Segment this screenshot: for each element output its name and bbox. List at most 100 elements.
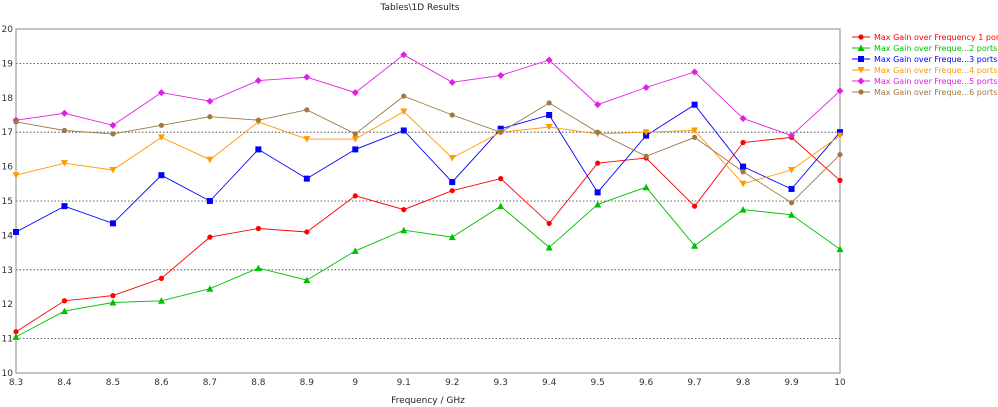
series-4-point-9.1 [400,108,408,116]
series-2-point-10 [836,245,844,253]
legend-item-2: Max Gain over Freque...2 ports [852,44,997,53]
series-6-point-9 [352,131,358,137]
series-6-point-9.1 [401,93,407,99]
series-4 [12,108,844,188]
series-2-point-8.8 [254,264,262,272]
series-1-point-9.2 [449,188,455,194]
series-3 [13,101,843,235]
x-tick-label-10: 10 [834,378,846,388]
series-5-point-9.3 [497,71,505,79]
x-axis-title: Frequency / GHz [391,396,465,406]
legend-label-5: Max Gain over Freque...5 ports [874,77,997,86]
series-5-point-10 [836,87,844,95]
series-4-point-9 [351,136,359,143]
series-5-point-9.6 [642,83,650,91]
series-5-point-8.9 [303,73,311,81]
series-2-point-8.7 [206,285,214,292]
grid-lines [16,63,840,340]
series-4-point-8.5 [109,167,117,174]
legend-item-5: Max Gain over Freque...5 ports [852,77,997,86]
series-2-point-8.4 [60,307,68,315]
legend-item-6: Max Gain over Freque...6 ports [852,88,997,97]
series-2-point-9.8 [739,206,747,213]
series-1-point-8.9 [304,229,310,235]
legend-marker-5 [857,77,865,85]
series-group [12,51,844,340]
series-3-point-8.6 [158,172,165,179]
chart-title: Tables\1D Results [379,3,459,13]
legend-label-6: Max Gain over Freque...6 ports [874,88,997,97]
series-6-point-8.9 [304,107,310,113]
y-tick-label-12: 12 [2,300,13,310]
series-1-point-9.8 [740,139,746,146]
series-5-point-9.4 [545,56,553,64]
series-4-point-8.4 [60,160,68,167]
series-3-point-9.3 [497,125,504,132]
series-6-point-8.3 [13,119,19,125]
series-2-point-8.9 [303,276,311,284]
series-2-point-9.7 [691,242,699,249]
x-tick-label-9.7: 9.7 [687,378,701,388]
series-3-point-8.7 [206,198,213,204]
series-1-point-9.5 [595,160,601,166]
series-1-point-9 [352,193,358,199]
x-tick-label-8.3: 8.3 [9,378,23,388]
legend: Max Gain over Frequency 1 port Max Gain o… [852,33,998,97]
legend-marker-2 [857,44,865,51]
y-tick-label-17: 17 [2,128,13,138]
series-3-point-8.3 [13,228,19,235]
y-axis-ticks: 10 11 12 13 14 15 16 17 18 19 20 [2,25,14,379]
series-4-point-9.6 [642,129,650,136]
series-6-point-9.6 [643,153,649,159]
series-3-point-10 [837,129,843,136]
series-4-point-8.6 [157,134,165,141]
series-4-point-9.9 [788,167,796,174]
y-tick-label-14: 14 [2,231,14,241]
y-tick-label-13: 13 [2,266,13,276]
series-2-point-8.5 [109,298,117,306]
x-tick-label-9.4: 9.4 [542,378,557,388]
x-tick-label-9.2: 9.2 [445,378,459,388]
y-tick-label-19: 19 [2,59,14,69]
series-1-point-8.5 [110,293,116,299]
series-3-point-9.2 [449,179,456,186]
series-1-point-8.6 [158,275,165,281]
series-2-point-8.6 [157,297,165,304]
series-1-point-9.4 [546,220,552,226]
series-5-point-9.1 [400,51,408,59]
x-axis-ticks: 8.3 8.4 8.5 8.6 8.7 8.8 8.9 9 9.1 9.2 9.3 9.4 9.5 9.6… [9,378,846,388]
series-2-point-9.5 [594,200,602,208]
series-1-point-9.3 [498,176,504,182]
series-5-point-8.5 [109,121,117,129]
series-6-point-9.4 [546,100,552,106]
x-tick-label-9.3: 9.3 [494,378,508,388]
legend-marker-1 [858,34,864,40]
x-tick-label-9.1: 9.1 [397,378,411,388]
x-tick-label-8.4: 8.4 [57,378,72,388]
series-5-point-9.2 [448,78,456,86]
series-2-point-9.2 [448,233,456,241]
x-tick-label-9: 9 [352,378,358,388]
x-tick-label-8.7: 8.7 [203,378,217,388]
series-4-point-10 [836,132,844,140]
series-6-point-9.2 [449,112,455,118]
series-3-point-9.8 [740,163,747,170]
series-5-point-8.6 [157,89,165,97]
series-3-point-9.7 [691,101,698,108]
legend-label-2: Max Gain over Freque...2 ports [874,44,997,53]
series-2-point-9.4 [545,243,553,251]
plot-area-frame [15,28,841,374]
series-4-point-9.2 [448,155,456,162]
series-3-point-9 [352,146,359,153]
y-tick-label-20: 20 [2,25,14,35]
series-4-point-9.7 [691,127,699,134]
series-3-point-9.9 [788,185,795,192]
series-2-line [15,186,841,338]
series-6-point-8.8 [255,117,261,123]
series-3-point-9.5 [594,189,601,196]
series-1-point-9.7 [691,203,698,209]
series-3-point-8.5 [109,220,116,227]
series-1-point-8.7 [207,234,213,240]
series-6-point-8.7 [207,114,213,120]
